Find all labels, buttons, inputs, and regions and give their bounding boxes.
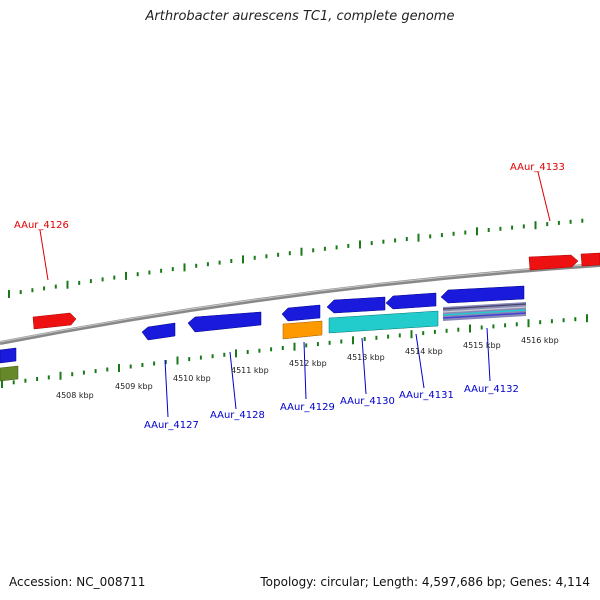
reverse-tick-track (1, 314, 588, 388)
accession-text: Accession: NC_008711 (9, 575, 146, 589)
scale-label-4511: 4511 kbp (231, 366, 269, 375)
gene-aaur-4130-lower-arrow[interactable] (328, 310, 439, 334)
gene-aaur-4131-upper-arrow[interactable] (385, 292, 437, 310)
leader-aaur-4131 (415, 333, 425, 389)
label-aaur-4126[interactable]: AAur_4126 (14, 220, 69, 231)
gene-aaur-4126-arrow[interactable] (32, 312, 77, 330)
genome-summary-text: Topology: circular; Length: 4,597,686 bp… (260, 575, 590, 589)
map-title: Arthrobacter aurescens TC1, complete gen… (145, 9, 455, 24)
label-aaur-4128[interactable]: AAur_4128 (210, 410, 265, 421)
label-aaur-4127[interactable]: AAur_4127 (144, 420, 199, 431)
leader-aaur-4130 (361, 337, 367, 395)
scale-label-4509: 4509 kbp (115, 382, 153, 391)
scale-label-4512: 4512 kbp (289, 359, 327, 368)
genome-backbone-highlight (0, 263, 600, 343)
forward-tick-track (8, 218, 584, 298)
label-aaur-4131[interactable]: AAur_4131 (399, 390, 454, 401)
gene-aaur-4130-upper-arrow[interactable] (326, 296, 386, 314)
label-aaur-4129[interactable]: AAur_4129 (280, 402, 335, 413)
leader-aaur-4126 (39, 229, 49, 281)
gene-left-edge-arrow[interactable] (0, 347, 17, 364)
scale-label-4508: 4508 kbp (56, 391, 94, 400)
leader-aaur-4129 (303, 341, 307, 400)
gene-aaur-4129-lower-arrow[interactable] (282, 320, 323, 340)
genome-backbone (0, 263, 600, 345)
gene-aaur-4128-arrow[interactable] (187, 311, 262, 333)
gene-aaur-4127-arrow[interactable] (141, 322, 176, 341)
scale-label-4510: 4510 kbp (173, 374, 211, 383)
gene-olive-arrow[interactable] (0, 365, 19, 382)
gene-aaur-4132-upper-arrow[interactable] (440, 285, 525, 304)
gene-aaur-4133-arrow[interactable] (528, 254, 579, 271)
gene-aaur-4134-arrow[interactable] (580, 252, 600, 267)
scale-label-4515: 4515 kbp (463, 341, 501, 350)
label-aaur-4133[interactable]: AAur_4133 (510, 162, 565, 173)
leader-aaur-4128 (229, 351, 237, 410)
scale-label-4513: 4513 kbp (347, 353, 385, 362)
scale-label-4514: 4514 kbp (405, 347, 443, 356)
label-aaur-4130[interactable]: AAur_4130 (340, 396, 395, 407)
leader-aaur-4133 (537, 171, 551, 222)
scale-label-4516: 4516 kbp (521, 336, 559, 345)
gene-aaur-4129-upper-arrow[interactable] (281, 304, 321, 322)
leader-aaur-4127 (164, 359, 169, 418)
leader-aaur-4132 (486, 327, 491, 382)
label-aaur-4132[interactable]: AAur_4132 (464, 384, 519, 395)
gene-aaur-4132-lower-arrow[interactable] (442, 302, 527, 321)
